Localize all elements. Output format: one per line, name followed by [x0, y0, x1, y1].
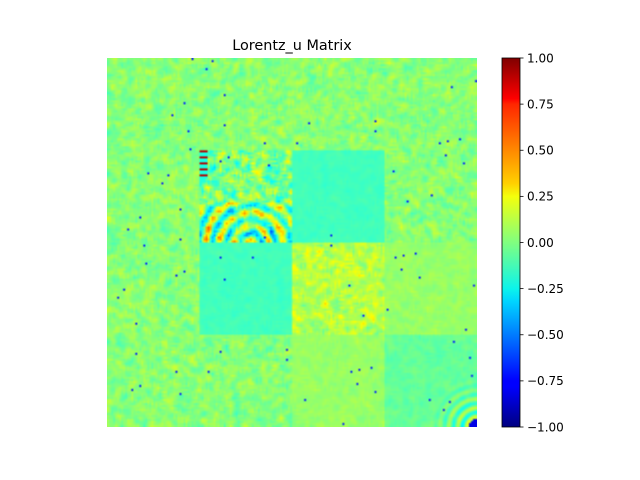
chart-title: Lorentz_u Matrix: [232, 38, 352, 54]
colorbar-tick-label: −1.00: [527, 420, 564, 434]
colorbar-tick-label: 0.25: [527, 190, 554, 204]
colorbar-gradient: [502, 58, 520, 427]
colorbar-tick-label: −0.75: [527, 374, 564, 388]
colorbar-tick-label: 1.00: [527, 51, 554, 65]
colorbar-tick-label: 0.00: [527, 236, 554, 250]
colorbar: −1.00 −0.75 −0.50 −0.25 0.00 0.25 0.50 0.75 1.00: [501, 51, 564, 434]
heatmap-plot: [107, 58, 477, 427]
colorbar-tick-label: 0.50: [527, 144, 554, 158]
colorbar-tick-label: −0.25: [527, 282, 564, 296]
colorbar-ticks: −1.00 −0.75 −0.50 −0.25 0.00 0.25 0.50 0.75 1.00: [520, 51, 564, 434]
colorbar-tick-label: −0.50: [527, 328, 564, 342]
heatmap-image: [107, 58, 477, 427]
colorbar-tick-label: 0.75: [527, 97, 554, 111]
